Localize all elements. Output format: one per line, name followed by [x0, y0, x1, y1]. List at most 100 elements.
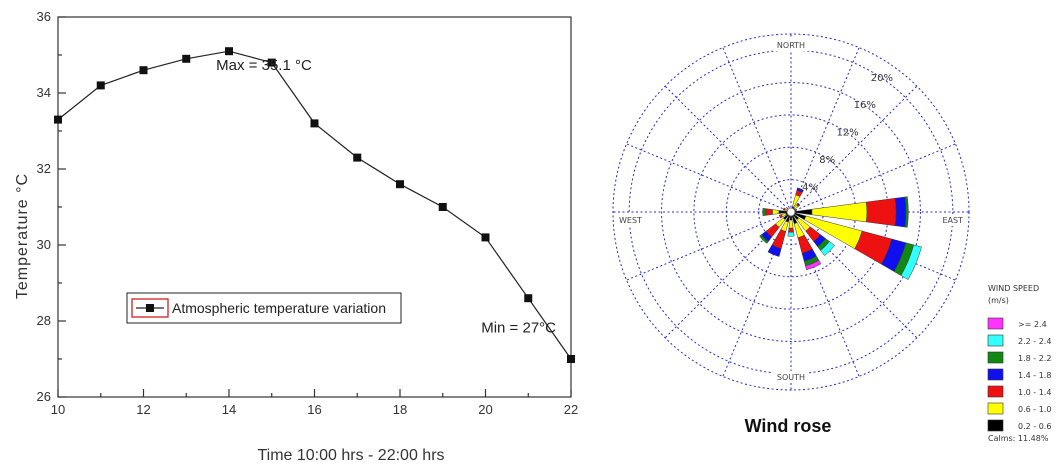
wind-petal-segment — [778, 214, 783, 219]
y-axis-label: Temperature °C — [14, 173, 31, 299]
wind-petal-segment — [797, 202, 801, 206]
wind-rose-chart: NORTH EAST SOUTH WEST 4% 8% 12% 16% 20% Wind ros… — [612, 33, 1051, 443]
wind-speed-swatch — [987, 385, 1004, 398]
data-point — [267, 58, 276, 67]
wind-speed-bin-label: 0.6 - 1.0 — [1018, 405, 1051, 414]
south-label: SOUTH — [777, 373, 805, 382]
wind-speed-swatch — [987, 368, 1004, 381]
wind-petal-segment — [811, 201, 868, 223]
data-point — [567, 355, 575, 363]
wind-petal-segment — [788, 227, 794, 233]
wind-petal-segment — [866, 197, 897, 227]
ring-label: 12% — [836, 128, 858, 139]
legend-swatch-frame — [131, 298, 169, 318]
plot-frame — [57, 16, 572, 398]
ring-label: 20% — [871, 73, 893, 84]
wind-rose-petals — [759, 187, 922, 280]
y-tick-label: 36 — [37, 9, 51, 24]
wind-petal-segment — [796, 187, 804, 193]
grid-spoke — [722, 47, 792, 213]
legend-label: Atmospheric temperature variation — [172, 300, 386, 316]
outer-ring — [612, 33, 970, 391]
east-label: EAST — [943, 216, 964, 225]
data-point — [310, 119, 319, 128]
wind-petal-segment — [767, 244, 782, 257]
west-label: WEST — [619, 216, 642, 225]
wind-speed-bin-label: 2.2 - 2.4 — [1018, 337, 1051, 346]
x-tick-label: 20 — [478, 402, 492, 417]
direction-label-bg — [773, 371, 809, 383]
min-annotation: Min = 27°C — [481, 319, 556, 336]
wind-rose-labels: NORTH EAST SOUTH WEST 4% 8% 12% 16% 20% — [617, 39, 965, 383]
data-point — [438, 203, 447, 211]
wind-speed-bin-label: 0.2 - 0.6 — [1018, 422, 1051, 431]
north-label: NORTH — [777, 41, 805, 50]
y-tick-label: 34 — [37, 85, 51, 100]
direction-label-bg — [773, 39, 809, 51]
data-point — [139, 66, 148, 75]
wind-speed-legend-items: >= 2.4 2.2 - 2.4 1.8 - 2.2 1.4 - 1.8 1.0 - 1… — [987, 317, 1051, 432]
data-point — [96, 81, 105, 90]
x-tick-label: 10 — [51, 402, 65, 417]
x-tick-label: 18 — [393, 402, 407, 417]
wind-speed-legend: WIND SPEED (m/s) >= 2.4 2.2 - 2.4 1.8 - 2.… — [987, 284, 1051, 443]
grid-ring — [661, 82, 921, 342]
direction-label-bg — [929, 214, 965, 226]
ring-label: 16% — [854, 100, 876, 111]
grid-spoke — [664, 85, 792, 213]
data-point — [396, 180, 404, 189]
wind-speed-swatch — [987, 419, 1004, 432]
wind-speed-legend-unit: (m/s) — [988, 296, 1009, 305]
wind-speed-bin-label: 1.8 - 2.2 — [1018, 354, 1051, 363]
y-tick-label: 26 — [37, 389, 51, 404]
x-tick-label: 22 — [564, 402, 578, 417]
wind-speed-bin-label: >= 2.4 — [1018, 320, 1047, 329]
wind-speed-swatch — [987, 402, 1004, 415]
wind-speed-swatch — [987, 334, 1004, 347]
wind-rose-title: Wind rose — [745, 416, 832, 436]
wind-petal-segment — [788, 219, 794, 229]
wind-petal-segment — [787, 231, 795, 237]
wind-speed-swatch — [987, 351, 1004, 364]
wind-petal-segment — [900, 244, 922, 280]
data-point — [54, 115, 62, 124]
wind-petal-segment — [782, 207, 786, 211]
data-point — [481, 233, 490, 242]
max-annotation: Max = 35.1 °C — [216, 57, 312, 74]
data-point — [524, 294, 533, 303]
wind-speed-legend-title: WIND SPEED — [988, 284, 1039, 293]
wind-petal-segment — [794, 208, 797, 212]
x-axis-label: Time 10:00 hrs - 22:00 hrs — [257, 447, 444, 464]
wind-petal-segment — [765, 208, 773, 216]
ring-label: 4% — [802, 183, 818, 194]
wind-petal-segment — [759, 234, 769, 244]
temperature-series-points — [54, 47, 575, 363]
legend: Atmospheric temperature variation — [126, 292, 402, 324]
data-point — [225, 47, 233, 56]
direction-label-bg — [617, 214, 653, 226]
grid-spoke — [626, 143, 792, 213]
y-tick-label: 28 — [37, 313, 51, 328]
wind-petal-segment — [772, 209, 780, 215]
calms-label: Calms: 11.48% — [988, 434, 1049, 443]
x-axis-ticks: 10 12 14 16 18 20 22 — [51, 389, 578, 417]
x-tick-label: 12 — [136, 402, 150, 417]
y-tick-label: 32 — [37, 161, 51, 176]
wind-speed-bin-label: 1.0 - 1.4 — [1018, 388, 1051, 397]
wind-petal-segment — [895, 196, 907, 228]
y-axis-ticks: 26 28 30 32 34 36 — [37, 9, 66, 404]
wind-petal-segment — [805, 260, 822, 271]
wind-petal-segment — [820, 241, 835, 256]
data-point — [182, 54, 191, 63]
wind-speed-bin-label: 1.4 - 1.8 — [1018, 371, 1051, 380]
y-tick-label: 30 — [37, 237, 51, 252]
x-tick-label: 14 — [222, 402, 236, 417]
x-tick-label: 16 — [307, 402, 321, 417]
wind-speed-swatch — [987, 317, 1004, 330]
wind-petal-segment — [762, 208, 767, 216]
temperature-line-chart: 10 12 14 16 18 20 22 26 28 30 32 34 36 Max = 35.1 °… — [14, 9, 578, 464]
legend-frame — [126, 292, 402, 324]
calms-center — [786, 207, 796, 217]
